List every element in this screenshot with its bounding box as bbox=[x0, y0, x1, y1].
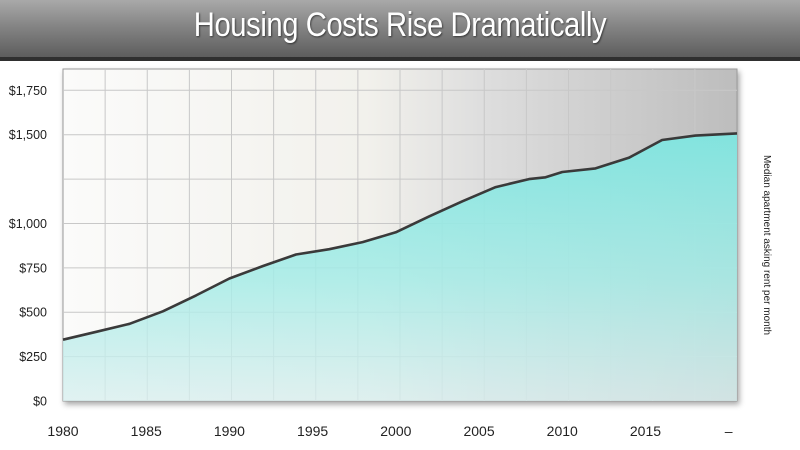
x-tick-label: 2010 bbox=[547, 423, 578, 439]
x-tick-label: 1990 bbox=[214, 423, 245, 439]
title-bar: Housing Costs Rise Dramatically bbox=[0, 0, 800, 61]
x-tick-label: 2000 bbox=[380, 423, 411, 439]
x-tick-label: 1985 bbox=[131, 423, 162, 439]
y-tick-label: $750 bbox=[19, 261, 47, 275]
y-tick-label: $1,000 bbox=[9, 217, 47, 231]
y-tick-label: $0 bbox=[33, 395, 47, 409]
y-tick-label: $1,750 bbox=[9, 84, 47, 98]
y-tick-label: $1,500 bbox=[9, 128, 47, 142]
chart-area: $0 $250 $500 $750 $1,000 $1,500 $1,750 1980 198… bbox=[0, 61, 800, 450]
area-chart: $0 $250 $500 $750 $1,000 $1,500 $1,750 1980 198… bbox=[9, 68, 772, 439]
x-tick-label: 2015 bbox=[630, 423, 661, 439]
y-tick-label: $250 bbox=[19, 350, 47, 364]
rent-line bbox=[62, 132, 738, 341]
x-tick-label: 1995 bbox=[297, 423, 328, 439]
y-tick-label: $500 bbox=[19, 306, 47, 320]
x-tick-label: – bbox=[725, 423, 733, 439]
rent-area bbox=[63, 133, 737, 401]
x-tick-label: 2005 bbox=[463, 423, 494, 439]
y-axis-label: Median apartment asking rent per month bbox=[761, 155, 772, 335]
x-tick-label: 1980 bbox=[47, 423, 78, 439]
chart-title: Housing Costs Rise Dramatically bbox=[193, 6, 607, 44]
